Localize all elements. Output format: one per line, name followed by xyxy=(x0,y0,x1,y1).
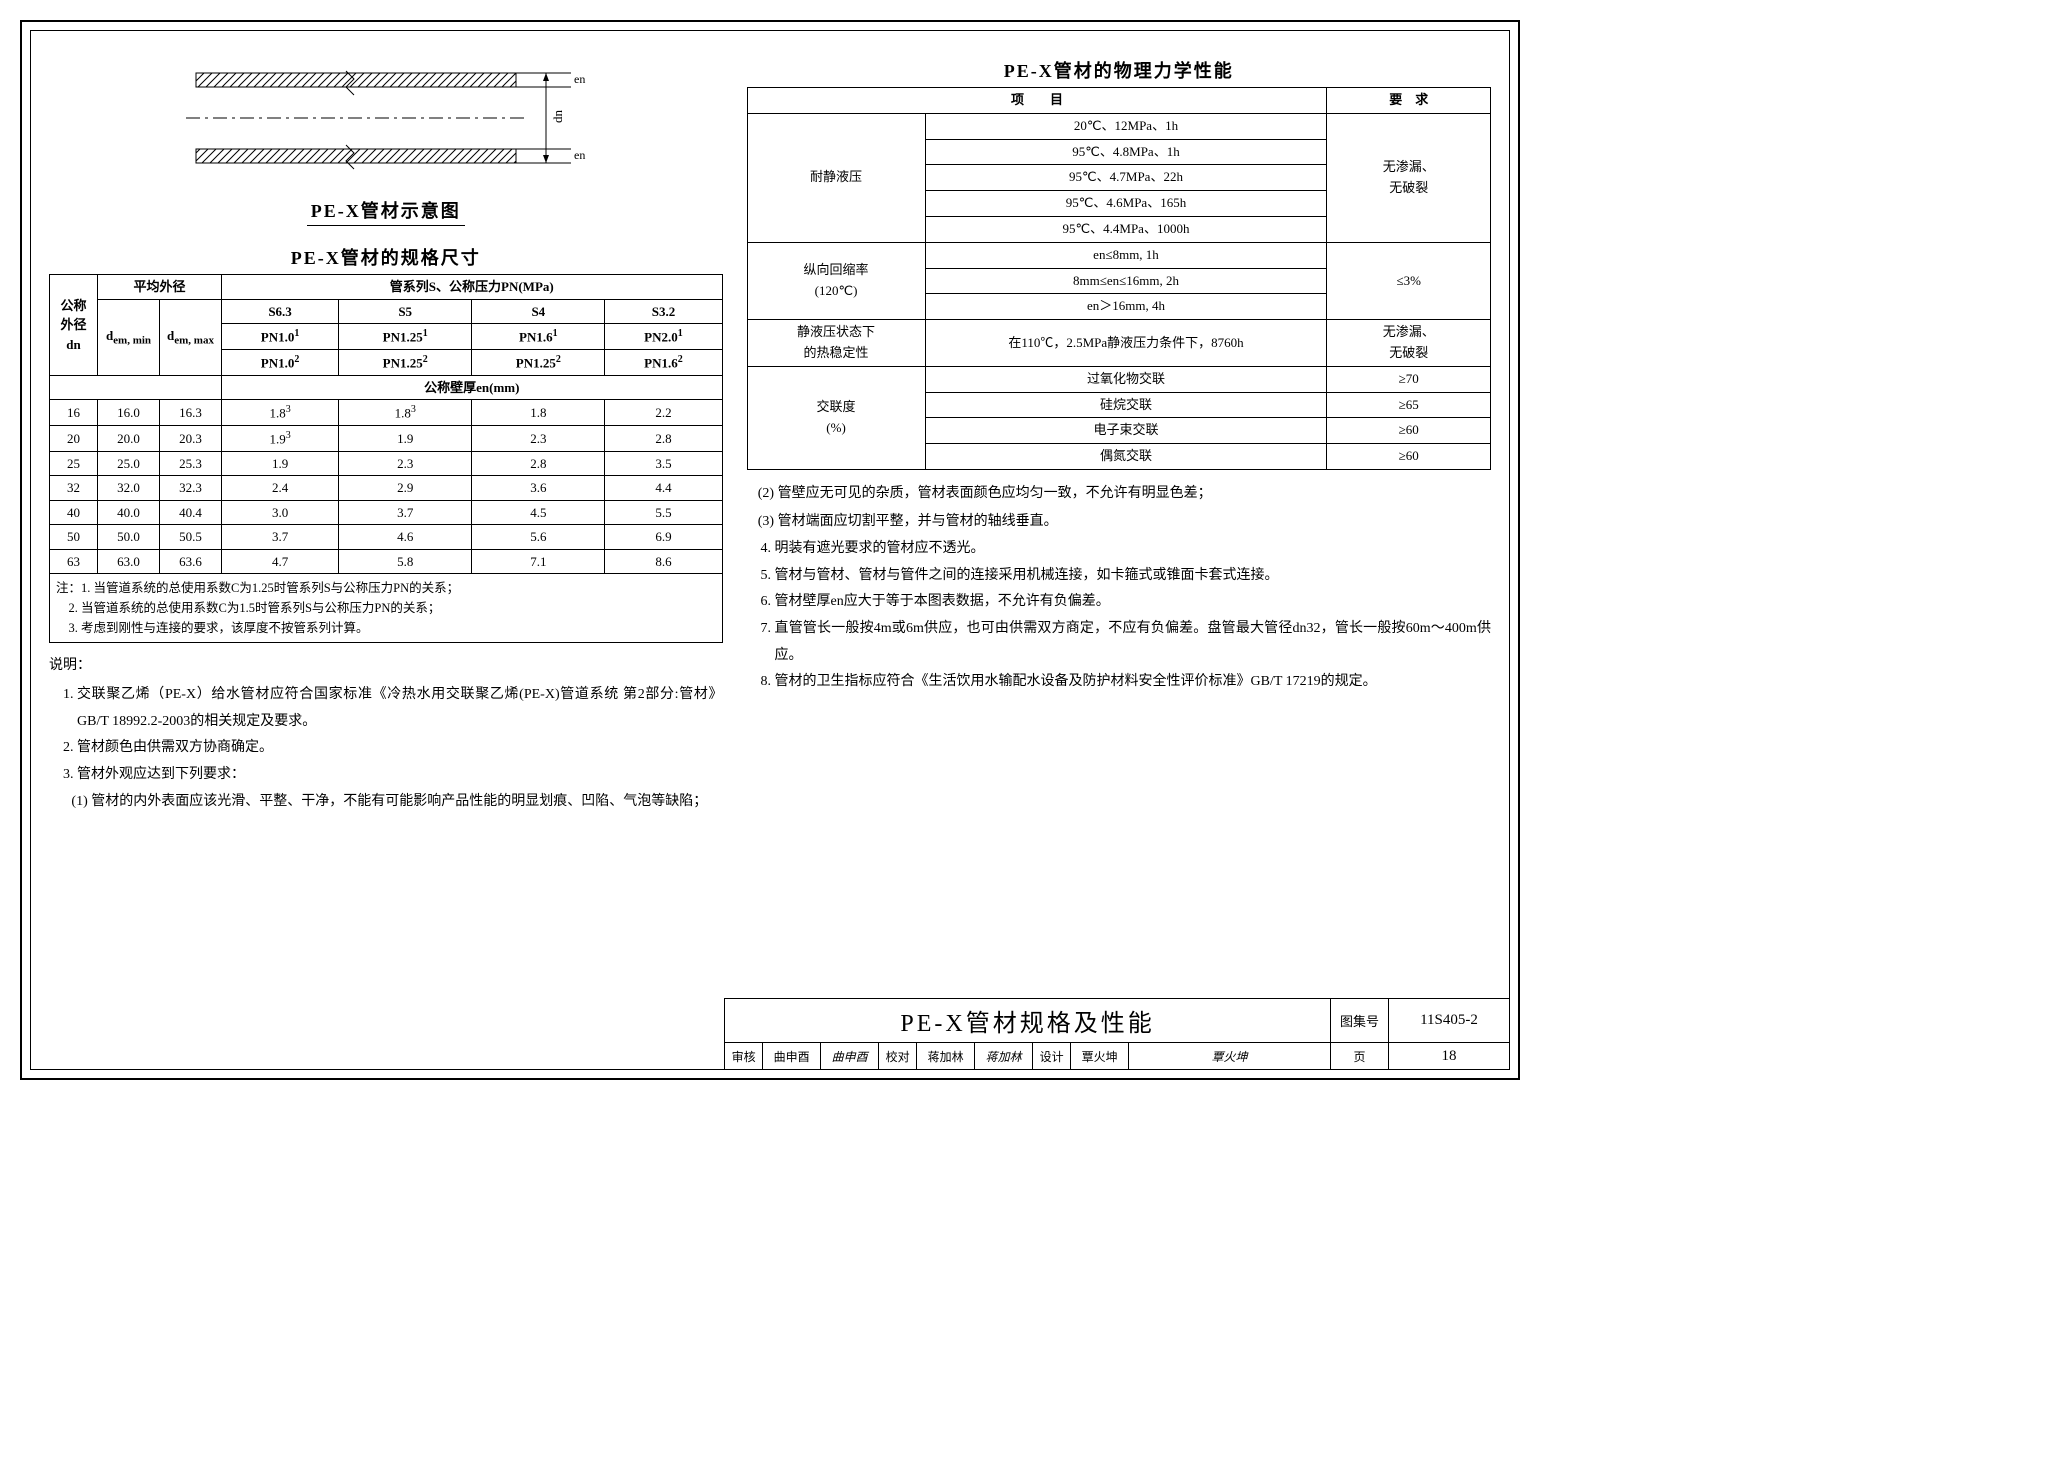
content-frame: dn en en PE-X管材示意图 PE-X管材的规格尺寸 公称 外径 dn … xyxy=(30,30,1510,1070)
note-6: 管材壁厚en应大于等于本图表数据，不允许有负偏差。 xyxy=(775,589,1491,616)
th-dem-max: dem, max xyxy=(160,299,222,375)
table-row: 3232.032.32.42.93.64.4 xyxy=(50,476,723,501)
shenhe-sig: 曲申酉 xyxy=(821,1043,879,1069)
row-hydro: 耐静液压 xyxy=(747,113,925,242)
th-en: 公称壁厚en(mm) xyxy=(222,375,723,400)
th-pn125-1: PN1.251 xyxy=(339,324,472,350)
th-pn16-1: PN1.61 xyxy=(472,324,605,350)
th-dem-min: dem, min xyxy=(98,299,160,375)
notes-header: 说明： xyxy=(49,653,723,680)
right-notes: (2) 管壁应无可见的杂质，管材表面颜色应均匀一致，不允许有明显色差； (3) … xyxy=(747,480,1491,696)
th-pn125-2b: PN1.252 xyxy=(472,349,605,375)
note-2: 管材颜色由供需双方协商确定。 xyxy=(77,735,723,762)
shenhe-name: 曲申酉 xyxy=(763,1043,821,1069)
note-3: 管材外观应达到下列要求： xyxy=(77,762,723,789)
en-label-top: en xyxy=(574,72,585,86)
note-3-3: (3) 管材端面应切割平整，并与管材的轴线垂直。 xyxy=(747,509,1491,536)
left-notes: 说明： 交联聚乙烯（PE-X）给水管材应符合国家标准《冷热水用交联聚乙烯(PE-… xyxy=(49,653,723,817)
th-pn20-1: PN2.01 xyxy=(605,324,722,350)
sheet-title: PE-X管材规格及性能 xyxy=(725,999,1331,1042)
th-req: 要 求 xyxy=(1327,88,1491,114)
note-5: 管材与管材、管材与管件之间的连接采用机械连接，如卡箍式或锥面卡套式连接。 xyxy=(775,563,1491,590)
jiaodui-sig: 蒋加林 xyxy=(975,1043,1033,1069)
note-4: 明装有遮光要求的管材应不透光。 xyxy=(775,536,1491,563)
th-pn16-2: PN1.62 xyxy=(605,349,722,375)
label-shenhe: 审核 xyxy=(725,1043,763,1069)
label-sheji: 设计 xyxy=(1033,1043,1071,1069)
sheji-name: 覃火坤 xyxy=(1071,1043,1129,1069)
left-column: dn en en PE-X管材示意图 PE-X管材的规格尺寸 公称 外径 dn … xyxy=(49,43,723,1057)
row-shrink: 纵向回缩率 (120℃) xyxy=(747,242,925,319)
page-number: 18 xyxy=(1389,1043,1509,1069)
row-thermal: 静液压状态下 的热稳定性 xyxy=(747,320,925,367)
table-row: 1616.016.31.831.831.82.2 xyxy=(50,400,723,426)
note-1: 交联聚乙烯（PE-X）给水管材应符合国家标准《冷热水用交联聚乙烯(PE-X)管道… xyxy=(77,682,723,735)
table-row: 4040.040.43.03.74.55.5 xyxy=(50,500,723,525)
note-8: 管材的卫生指标应符合《生活饮用水输配水设备及防护材料安全性评价标准》GB/T 1… xyxy=(775,669,1491,696)
th-pn125-2a: PN1.252 xyxy=(339,349,472,375)
drawing-code: 11S405-2 xyxy=(1389,999,1509,1042)
note-3-2: (2) 管壁应无可见的杂质，管材表面颜色应均匀一致，不允许有明显色差； xyxy=(747,481,1491,508)
sheji-sig: 覃火坤 xyxy=(1129,1043,1331,1069)
note-7: 直管管长一般按4m或6m供应，也可由供需双方商定，不应有负偏差。盘管最大管径dn… xyxy=(775,616,1491,669)
th-s63: S6.3 xyxy=(222,299,339,324)
pipe-svg: dn en en xyxy=(176,53,596,193)
th-s4: S4 xyxy=(472,299,605,324)
en-label-bot: en xyxy=(574,148,585,162)
spec-footnotes: 注：1. 当管道系统的总使用系数C为1.25时管系列S与公称压力PN的关系； 2… xyxy=(49,574,723,643)
table-row: 2525.025.31.92.32.83.5 xyxy=(50,451,723,476)
th-series: 管系列S、公称压力PN(MPa) xyxy=(222,275,723,300)
label-tujihao: 图集号 xyxy=(1331,999,1389,1042)
drawing-sheet: dn en en PE-X管材示意图 PE-X管材的规格尺寸 公称 外径 dn … xyxy=(20,20,1520,1080)
title-block: PE-X管材规格及性能 图集号 11S405-2 审核 曲申酉 曲申酉 校对 蒋… xyxy=(724,998,1510,1070)
note-3-1: (1) 管材的内外表面应该光滑、平整、干净，不能有可能影响产品性能的明显划痕、凹… xyxy=(49,789,723,816)
th-dn: 公称 外径 dn xyxy=(50,275,98,376)
jiaodui-name: 蒋加林 xyxy=(917,1043,975,1069)
spec-table-title: PE-X管材的规格尺寸 xyxy=(49,244,723,270)
th-s5: S5 xyxy=(339,299,472,324)
th-avg-od: 平均外径 xyxy=(98,275,222,300)
th-pn10-1: PN1.01 xyxy=(222,324,339,350)
th-pn10-2: PN1.02 xyxy=(222,349,339,375)
perf-table: 项 目 要 求 耐静液压 20℃、12MPa、1h 无渗漏、 无破裂 95℃、4… xyxy=(747,87,1491,470)
table-row: 2020.020.31.931.92.32.8 xyxy=(50,425,723,451)
table-row: 5050.050.53.74.65.66.9 xyxy=(50,525,723,550)
dn-label: dn xyxy=(550,110,565,124)
th-s32: S3.2 xyxy=(605,299,722,324)
label-page: 页 xyxy=(1331,1043,1389,1069)
diagram-caption: PE-X管材示意图 xyxy=(307,197,465,226)
right-column: PE-X管材的物理力学性能 项 目 要 求 耐静液压 20℃、12MPa、1h … xyxy=(747,43,1491,1057)
footnote-label: 注： xyxy=(56,581,81,595)
pipe-diagram: dn en en PE-X管材示意图 xyxy=(49,53,723,226)
spec-table: 公称 外径 dn 平均外径 管系列S、公称压力PN(MPa) dem, min … xyxy=(49,274,723,574)
perf-table-title: PE-X管材的物理力学性能 xyxy=(747,57,1491,83)
table-row: 6363.063.64.75.87.18.6 xyxy=(50,549,723,574)
th-item: 项 目 xyxy=(747,88,1327,114)
row-cross: 交联度 (%) xyxy=(747,366,925,469)
label-jiaodui: 校对 xyxy=(879,1043,917,1069)
